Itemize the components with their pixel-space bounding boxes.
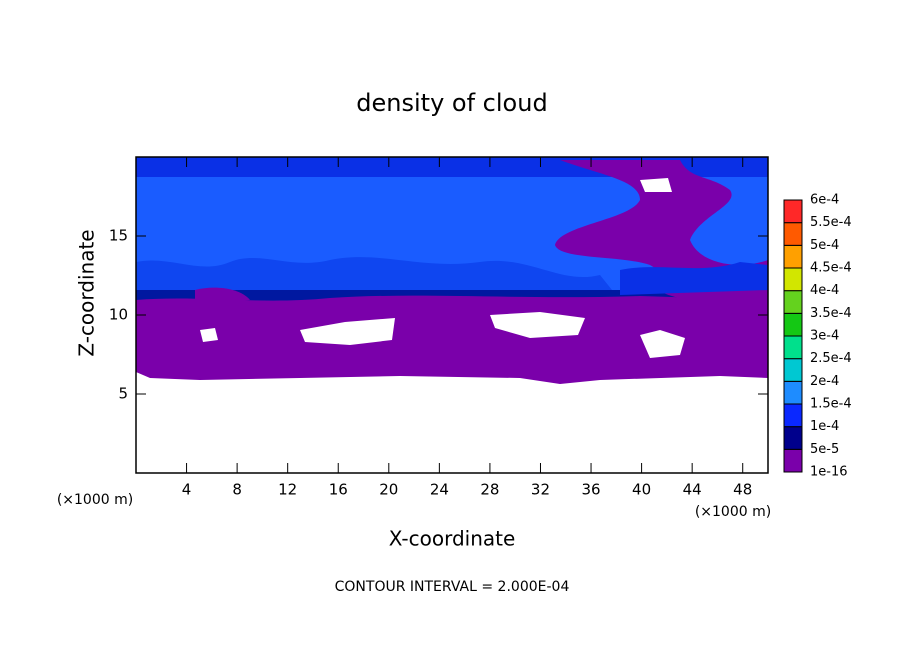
x-tick-label: 4 bbox=[182, 481, 192, 499]
colorbar-box bbox=[783, 448, 803, 473]
chart-title: density of cloud bbox=[356, 89, 547, 117]
colorbar-label: 1e-16 bbox=[810, 465, 848, 480]
colorbar-label: 5e-5 bbox=[810, 442, 839, 457]
colorbar-label: 2.5e-4 bbox=[810, 351, 852, 366]
x-tick-label: 44 bbox=[683, 481, 702, 499]
colorbar-box bbox=[783, 426, 803, 450]
x-tick-label: 16 bbox=[329, 481, 348, 499]
colorbar-box bbox=[783, 222, 803, 246]
x-tick-label: 32 bbox=[531, 481, 550, 499]
contour-note: CONTOUR INTERVAL = 2.000E-04 bbox=[335, 579, 570, 595]
colorbar-label: 6e-4 bbox=[810, 193, 839, 208]
colorbar-box bbox=[783, 403, 803, 428]
colorbar-label: 5e-4 bbox=[810, 238, 839, 253]
x-tick-label: 40 bbox=[632, 481, 651, 499]
x-axis-label: X-coordinate bbox=[389, 527, 516, 551]
colorbar-label: 4e-4 bbox=[810, 283, 839, 298]
contour-field bbox=[136, 157, 768, 473]
x-tick-label: 28 bbox=[480, 481, 499, 499]
y-tick-label: 5 bbox=[118, 385, 128, 403]
y-axis-label: Z-coordinate bbox=[75, 229, 99, 356]
colorbar-box bbox=[783, 312, 803, 337]
colorbar-label: 5.5e-4 bbox=[810, 215, 852, 230]
x-tick-label: 20 bbox=[379, 481, 398, 499]
colorbar-label: 1e-4 bbox=[810, 419, 839, 434]
x-tick-label: 24 bbox=[430, 481, 449, 499]
colorbar-box bbox=[783, 199, 803, 224]
colorbar-box bbox=[783, 358, 803, 382]
colorbar-label: 1.5e-4 bbox=[810, 397, 852, 412]
colorbar-box bbox=[783, 380, 803, 405]
colorbar-label: 2e-4 bbox=[810, 374, 839, 389]
colorbar-box bbox=[783, 290, 803, 314]
x-tick-label: 48 bbox=[733, 481, 752, 499]
y-tick-label: 10 bbox=[109, 306, 128, 324]
x-tick-label: 12 bbox=[278, 481, 297, 499]
colorbar-label: 3.5e-4 bbox=[810, 306, 852, 321]
y-unit: (×1000 m) bbox=[57, 492, 133, 508]
y-tick-label: 15 bbox=[109, 227, 128, 245]
colorbar-label: 4.5e-4 bbox=[810, 261, 852, 276]
x-unit: (×1000 m) bbox=[695, 504, 771, 520]
colorbar-box bbox=[783, 267, 803, 292]
colorbar-label: 3e-4 bbox=[810, 329, 839, 344]
x-tick-label: 8 bbox=[232, 481, 242, 499]
x-tick-label: 36 bbox=[581, 481, 600, 499]
colorbar-box bbox=[783, 244, 803, 269]
colorbar-box bbox=[783, 335, 803, 360]
